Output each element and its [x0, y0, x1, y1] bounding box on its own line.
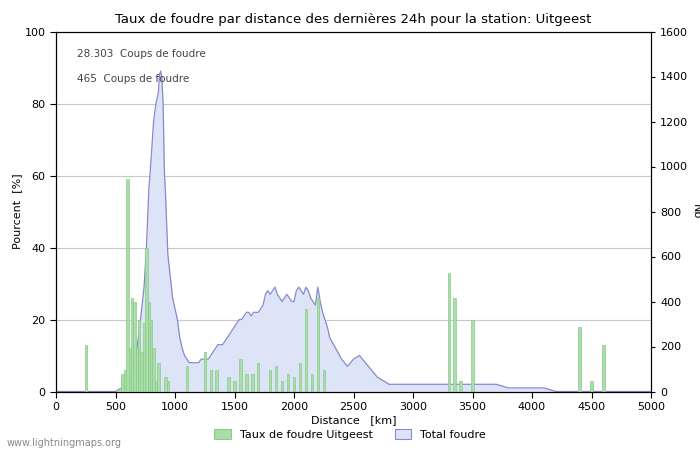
- Bar: [85, 345, 87, 392]
- Bar: [245, 374, 248, 392]
- Bar: [471, 320, 474, 392]
- Bar: [150, 320, 153, 392]
- Bar: [131, 298, 133, 392]
- Bar: [239, 359, 241, 392]
- Bar: [275, 366, 277, 392]
- Bar: [141, 352, 143, 392]
- Bar: [164, 377, 167, 392]
- Bar: [204, 352, 206, 392]
- Bar: [209, 370, 212, 392]
- Bar: [134, 302, 136, 392]
- Y-axis label: Nb: Nb: [691, 204, 700, 219]
- Bar: [311, 374, 313, 392]
- Bar: [447, 273, 450, 392]
- Text: www.lightningmaps.org: www.lightningmaps.org: [7, 437, 122, 447]
- Bar: [287, 374, 289, 392]
- Bar: [122, 374, 124, 392]
- Text: 28.303  Coups de foudre: 28.303 Coups de foudre: [77, 49, 206, 58]
- Bar: [124, 370, 126, 392]
- Bar: [293, 377, 295, 392]
- Bar: [228, 377, 230, 392]
- Bar: [119, 388, 122, 392]
- Text: 465  Coups de foudre: 465 Coups de foudre: [77, 74, 189, 84]
- Bar: [186, 366, 188, 392]
- Bar: [454, 298, 456, 392]
- Bar: [233, 381, 236, 392]
- Bar: [129, 348, 131, 392]
- X-axis label: Distance   [km]: Distance [km]: [311, 415, 396, 425]
- Bar: [602, 345, 605, 392]
- Y-axis label: Pourcent  [%]: Pourcent [%]: [12, 174, 22, 249]
- Bar: [146, 248, 148, 392]
- Legend: Taux de foudre Uitgeest, Total foudre: Taux de foudre Uitgeest, Total foudre: [209, 425, 491, 445]
- Bar: [281, 381, 284, 392]
- Bar: [316, 298, 319, 392]
- Bar: [157, 363, 160, 392]
- Bar: [304, 309, 307, 392]
- Bar: [143, 323, 146, 392]
- Bar: [136, 348, 138, 392]
- Bar: [167, 381, 169, 392]
- Bar: [269, 370, 272, 392]
- Bar: [155, 381, 157, 392]
- Bar: [590, 381, 593, 392]
- Bar: [299, 363, 301, 392]
- Bar: [459, 381, 462, 392]
- Bar: [578, 327, 581, 392]
- Bar: [251, 374, 253, 392]
- Bar: [126, 179, 129, 392]
- Bar: [257, 363, 260, 392]
- Bar: [148, 302, 150, 392]
- Bar: [216, 370, 218, 392]
- Bar: [153, 348, 155, 392]
- Bar: [138, 320, 141, 392]
- Bar: [323, 370, 325, 392]
- Title: Taux de foudre par distance des dernières 24h pour la station: Uitgeest: Taux de foudre par distance des dernière…: [116, 13, 592, 26]
